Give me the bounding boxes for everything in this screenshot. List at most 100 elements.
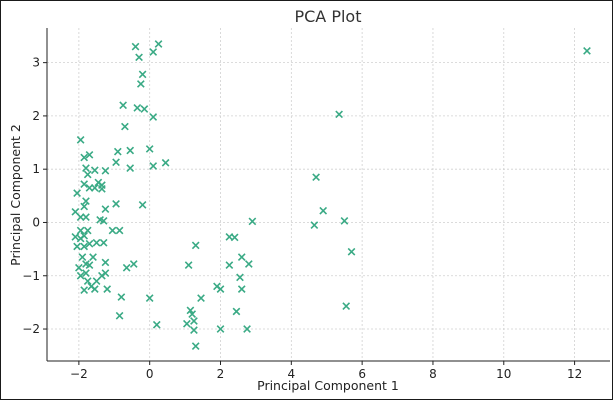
- y-axis-label: Principal Component 2: [8, 124, 23, 266]
- x-tick-label: 6: [358, 367, 366, 381]
- x-tick-label: −2: [70, 367, 88, 381]
- data-point: [131, 42, 140, 51]
- data-point: [126, 164, 135, 172]
- x-tick-label: 10: [496, 367, 511, 381]
- data-point: [71, 232, 80, 241]
- data-point: [188, 310, 197, 318]
- data-point: [129, 260, 138, 268]
- data-point: [78, 253, 87, 261]
- data-point: [80, 180, 89, 188]
- data-point: [85, 261, 94, 269]
- y-tick-label: 0: [32, 215, 40, 229]
- data-point: [145, 294, 154, 302]
- data-point: [76, 136, 85, 144]
- data-point: [76, 213, 85, 222]
- data-point: [117, 293, 126, 301]
- x-tick-label: 8: [429, 367, 437, 381]
- data-point: [237, 253, 246, 261]
- data-point: [197, 294, 205, 302]
- data-point: [230, 233, 239, 242]
- data-point: [310, 221, 319, 230]
- data-point: [113, 147, 122, 156]
- data-point: [140, 105, 149, 113]
- data-point: [82, 164, 90, 172]
- data-point: [101, 258, 110, 267]
- data-point: [99, 217, 108, 225]
- data-point: [342, 302, 351, 310]
- data-point: [98, 185, 106, 193]
- data-point: [83, 170, 92, 179]
- data-point: [161, 158, 170, 167]
- data-point: [190, 326, 198, 334]
- x-axis-label: Principal Component 1: [257, 378, 399, 393]
- data-point: [133, 104, 142, 112]
- data-point: [80, 242, 89, 251]
- y-tick-label: 3: [32, 56, 40, 70]
- data-point: [82, 197, 90, 206]
- data-point: [80, 286, 89, 295]
- data-point: [152, 320, 161, 329]
- data-point: [115, 226, 124, 235]
- data-point: [340, 217, 349, 225]
- data-point: [184, 261, 193, 269]
- data-point: [76, 234, 85, 243]
- data-point: [225, 261, 234, 269]
- data-point: [80, 202, 89, 211]
- data-point: [85, 183, 94, 192]
- data-point: [154, 40, 163, 48]
- data-point: [73, 189, 81, 198]
- data-point: [122, 263, 131, 272]
- data-points: [71, 40, 591, 350]
- data-point: [108, 226, 117, 235]
- data-point: [232, 307, 241, 316]
- data-point: [92, 238, 101, 247]
- data-point: [121, 122, 129, 131]
- data-point: [76, 271, 85, 280]
- data-point: [85, 239, 94, 248]
- data-point: [73, 242, 81, 251]
- data-point: [248, 217, 257, 226]
- data-point: [191, 241, 200, 250]
- data-point: [135, 53, 143, 62]
- data-point: [80, 153, 89, 162]
- data-point: [103, 285, 112, 293]
- data-point: [182, 319, 191, 328]
- axes: [46, 28, 610, 362]
- data-point: [90, 285, 99, 293]
- data-point: [216, 285, 225, 293]
- data-point: [126, 146, 135, 155]
- data-point: [75, 263, 83, 272]
- data-point: [90, 166, 99, 175]
- data-point: [216, 325, 225, 333]
- data-point: [138, 201, 147, 209]
- data-point: [190, 317, 198, 325]
- data-point: [149, 113, 158, 121]
- data-point: [237, 285, 246, 293]
- data-point: [149, 162, 158, 170]
- data-point: [76, 226, 85, 235]
- data-point: [149, 48, 158, 56]
- data-point: [85, 150, 94, 159]
- x-tick-label: 4: [288, 367, 296, 381]
- data-point: [138, 70, 147, 79]
- data-point: [335, 110, 343, 119]
- y-tick-label: −1: [22, 269, 40, 283]
- grid: [47, 28, 610, 361]
- data-point: [145, 145, 154, 153]
- data-point: [236, 273, 244, 282]
- data-point: [99, 238, 108, 247]
- data-point: [115, 311, 124, 320]
- data-point: [583, 47, 591, 55]
- data-point: [347, 247, 356, 256]
- x-tick-label: 0: [146, 367, 154, 381]
- data-point: [101, 205, 110, 214]
- data-point: [319, 206, 328, 215]
- data-point: [119, 101, 127, 110]
- x-tick-label: 2: [217, 367, 225, 381]
- y-tick-label: 1: [32, 162, 40, 176]
- data-point: [83, 226, 92, 235]
- y-tick-label: −2: [22, 322, 40, 336]
